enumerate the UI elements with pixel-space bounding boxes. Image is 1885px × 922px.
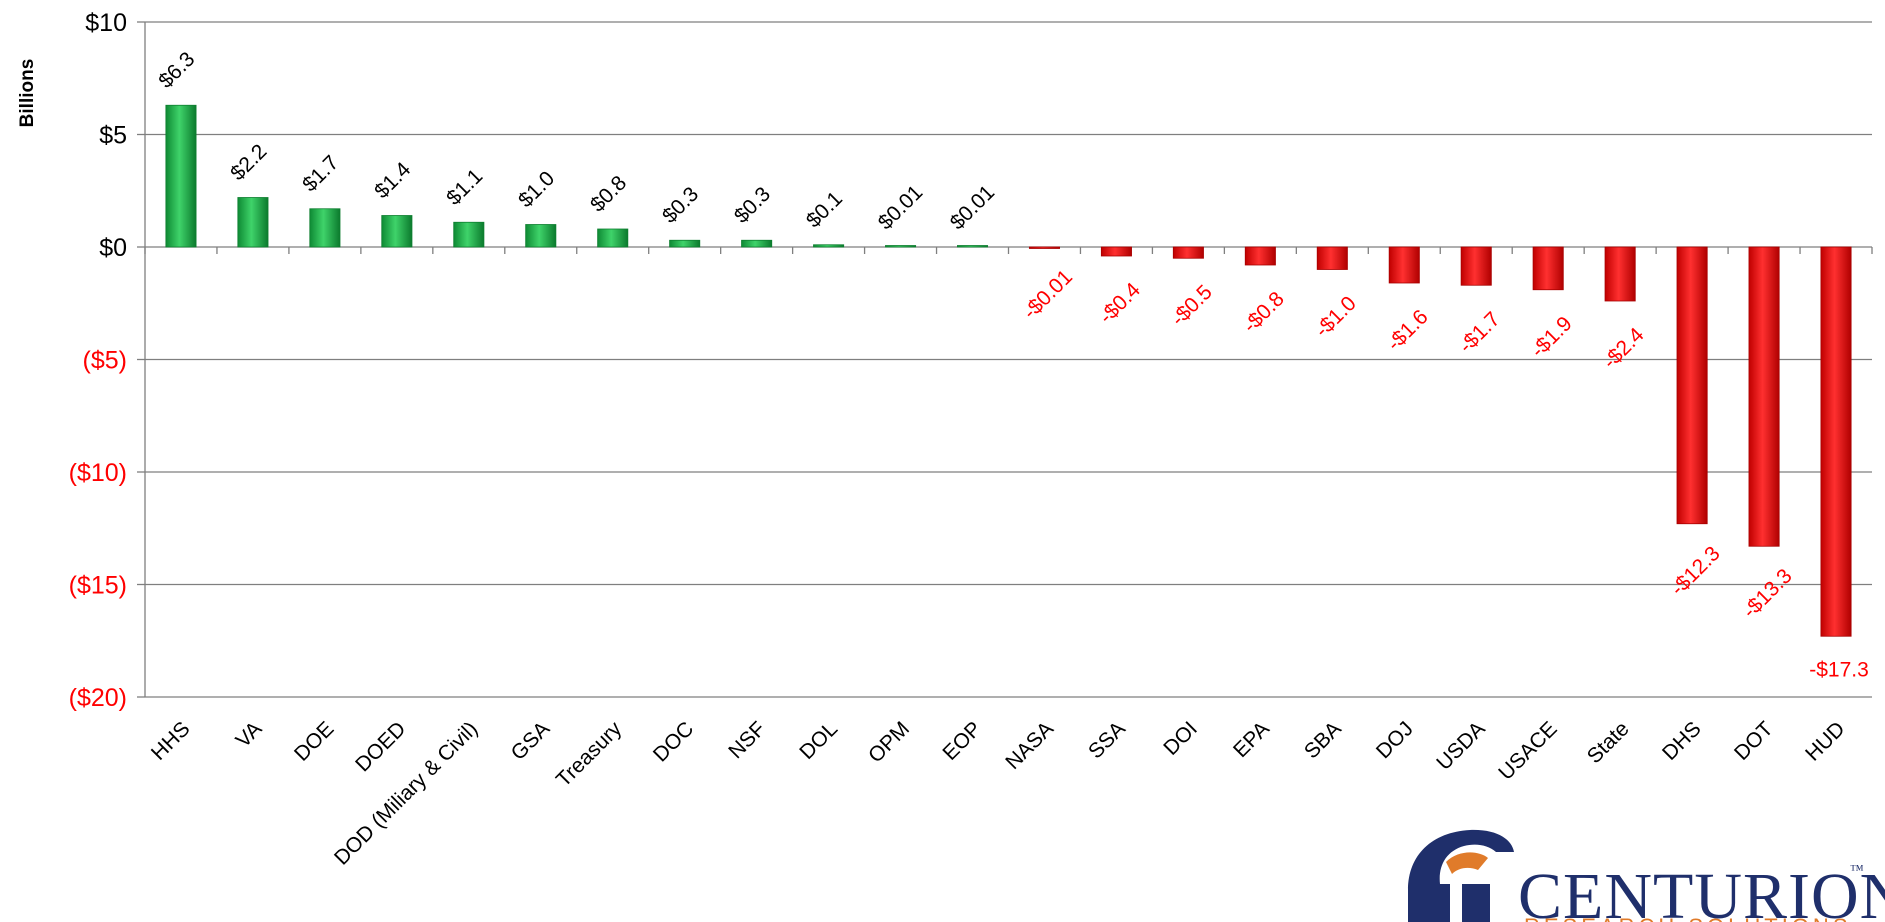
x-tick-label: State bbox=[1583, 717, 1634, 768]
x-tick-label: DOI bbox=[1159, 717, 1202, 760]
bar-epa bbox=[1244, 246, 1276, 266]
x-tick-label: VA bbox=[231, 717, 266, 752]
data-label: -$1.7 bbox=[1455, 308, 1505, 358]
x-tick-label: DOED bbox=[351, 717, 410, 776]
x-tick-label: NASA bbox=[1001, 717, 1058, 774]
bar-usda bbox=[1460, 246, 1492, 286]
bar-doe bbox=[309, 208, 341, 248]
data-label: $0.3 bbox=[730, 183, 775, 228]
x-tick-label: DOC bbox=[649, 717, 698, 766]
data-label: $0.8 bbox=[586, 171, 631, 216]
bar-hud bbox=[1820, 246, 1852, 637]
bar-dot bbox=[1748, 246, 1780, 547]
x-tick-label: USDA bbox=[1432, 717, 1490, 775]
bars bbox=[165, 104, 1852, 637]
y-tick-label: $5 bbox=[99, 122, 127, 150]
bar-gsa bbox=[525, 224, 557, 248]
data-label: -$0.01 bbox=[1019, 265, 1077, 323]
bar-doj bbox=[1388, 246, 1420, 284]
x-tick-label: DOL bbox=[795, 717, 842, 764]
y-tick-label: ($20) bbox=[69, 684, 127, 712]
bar-nsf bbox=[741, 239, 773, 248]
y-tick-label: ($10) bbox=[69, 459, 127, 487]
company-logo: CENTURION ™ RESEARCH SOLUTIONS bbox=[1408, 829, 1885, 922]
y-tick-label: $0 bbox=[99, 234, 127, 262]
y-tick-label: ($15) bbox=[69, 572, 127, 600]
data-label: -$1.6 bbox=[1383, 305, 1433, 355]
logo-name: CENTURION bbox=[1518, 860, 1885, 922]
y-tick-labels: $10 $5 $0 ($5) ($10) ($15) ($20) bbox=[69, 9, 127, 712]
data-label: $0.1 bbox=[802, 187, 847, 232]
y-tick-label: $10 bbox=[85, 9, 127, 37]
bar-dhs bbox=[1676, 246, 1708, 525]
data-label: $1.1 bbox=[442, 165, 487, 210]
bar-sba bbox=[1316, 246, 1348, 270]
data-label: $1.4 bbox=[370, 158, 415, 203]
data-label: -$17.3 bbox=[1809, 658, 1869, 681]
bar-doi bbox=[1172, 246, 1204, 259]
data-label: -$2.4 bbox=[1598, 323, 1648, 373]
x-tick-label: DOT bbox=[1730, 717, 1778, 765]
x-tick-label: GSA bbox=[507, 717, 555, 765]
x-tick-label: EPA bbox=[1229, 717, 1274, 762]
gridlines bbox=[137, 21, 1873, 698]
x-tick-label: USACE bbox=[1494, 717, 1561, 784]
data-label: $1.0 bbox=[514, 167, 559, 212]
x-tick-label: DOE bbox=[290, 717, 338, 765]
data-label: $6.3 bbox=[154, 48, 199, 93]
logo-trademark: ™ bbox=[1850, 863, 1864, 878]
x-tick-label: DOD (Miliary & Civil) bbox=[330, 717, 482, 869]
data-label: $0.01 bbox=[874, 181, 927, 234]
bar-va bbox=[237, 197, 269, 248]
x-tick-label: DHS bbox=[1658, 717, 1706, 765]
spartan-helmet-icon bbox=[1408, 829, 1514, 922]
x-tick-label: Treasury bbox=[552, 717, 627, 792]
data-label: $0.3 bbox=[658, 183, 703, 228]
data-labels: $6.3 $2.2 $1.7 $1.4 $1.1 $1.0 $0.8 $0.3 $0.3 $0.1… bbox=[154, 48, 1869, 682]
logo-tagline: RESEARCH SOLUTIONS bbox=[1524, 914, 1852, 922]
data-label: $2.2 bbox=[226, 140, 271, 185]
x-tick-label: EOP bbox=[938, 717, 986, 765]
data-label: -$0.8 bbox=[1239, 287, 1289, 337]
data-label: -$1.0 bbox=[1311, 292, 1361, 342]
x-tick-label: SSA bbox=[1084, 717, 1130, 763]
data-label: $0.01 bbox=[946, 181, 999, 234]
bar-ssa bbox=[1100, 246, 1132, 257]
bar-nasa bbox=[1028, 246, 1060, 249]
x-tick-label: HHS bbox=[147, 717, 195, 765]
x-tick-label: NSF bbox=[724, 717, 770, 763]
bar-state bbox=[1604, 246, 1636, 302]
x-tick-label: SBA bbox=[1300, 717, 1346, 763]
bar-treasury bbox=[597, 228, 629, 248]
x-tick-label: HUD bbox=[1801, 717, 1849, 765]
x-tick-label: OPM bbox=[864, 717, 914, 767]
data-label: -$12.3 bbox=[1666, 542, 1724, 600]
y-tick-label: ($5) bbox=[83, 347, 127, 375]
data-label: -$1.9 bbox=[1527, 312, 1577, 362]
bar-hhs bbox=[165, 104, 197, 248]
data-label: $1.7 bbox=[298, 151, 343, 196]
bar-dod-miliary-civil bbox=[453, 221, 485, 248]
y-axis-label: Billions bbox=[17, 59, 38, 128]
bar-opm bbox=[885, 245, 917, 248]
bar-doc bbox=[669, 239, 701, 248]
bar-dol bbox=[813, 244, 845, 248]
data-label: -$13.3 bbox=[1738, 564, 1796, 622]
data-label: -$0.5 bbox=[1167, 281, 1217, 331]
bar-eop bbox=[957, 245, 989, 248]
bar-usace bbox=[1532, 246, 1564, 291]
data-label: -$0.4 bbox=[1095, 278, 1145, 328]
x-tick-label: DOJ bbox=[1372, 717, 1418, 763]
bar-doed bbox=[381, 215, 413, 248]
